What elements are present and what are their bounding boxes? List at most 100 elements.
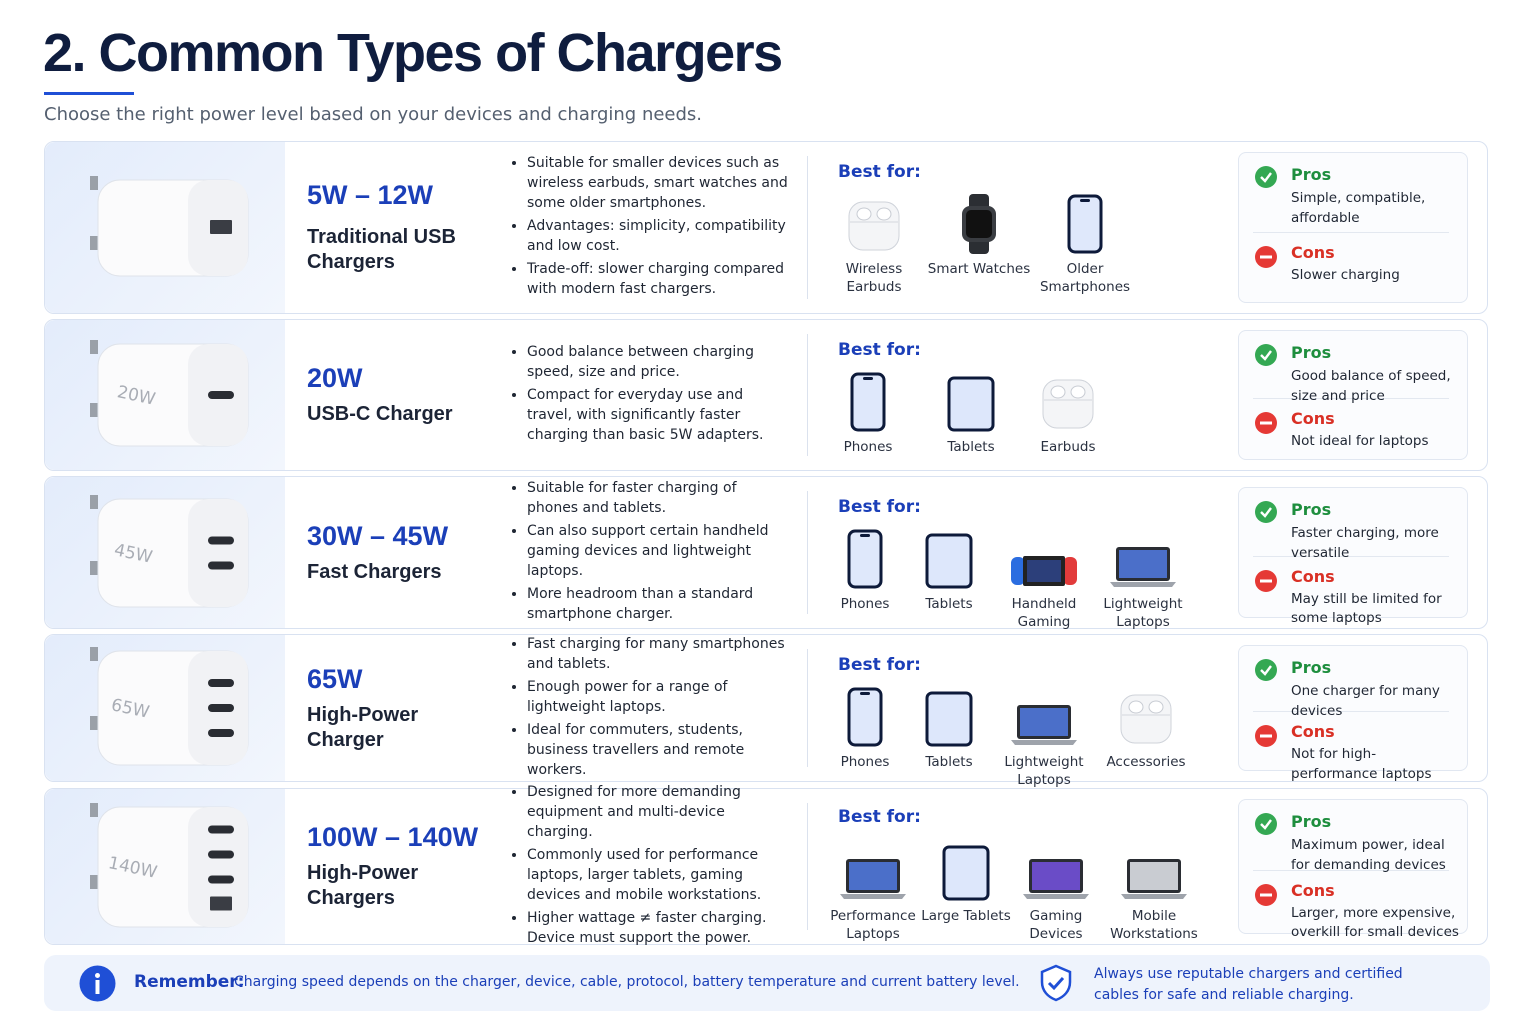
check-icon: [1255, 166, 1277, 188]
device-label: Wireless Earbuds: [845, 261, 903, 295]
pros-label: Pros: [1291, 343, 1332, 362]
device-icon: [850, 372, 886, 432]
pros-cons-icon: [1255, 166, 1277, 188]
charger-image: [90, 494, 249, 607]
pros-cons: Pros Maximum power, ideal for demanding d…: [1238, 799, 1468, 940]
device: Gaming Devices: [1004, 839, 1108, 942]
cons-text: Slower charging: [1291, 267, 1400, 283]
image-panel: 140W: [45, 789, 285, 944]
device-label: Mobile Workstations: [1110, 908, 1198, 942]
device: Mobile Workstations: [1102, 839, 1206, 942]
device-icon-wrap: [1094, 685, 1198, 747]
device-label: Phones: [840, 596, 890, 612]
pros-divider: [1253, 711, 1449, 712]
charger-image: [90, 647, 249, 766]
cons-text: Not ideal for laptops: [1291, 433, 1429, 449]
pros-cons-icon: [1255, 725, 1277, 747]
device: Earbuds: [1016, 370, 1120, 466]
cons-text: May still be limited for some laptops: [1291, 590, 1442, 627]
image-panel: [45, 142, 285, 313]
device-label: Tablets: [947, 439, 995, 455]
pros-divider: [1253, 555, 1449, 557]
device-icon-wrap: [927, 192, 1031, 254]
charger-title-block: 5W – 12W Traditional USB Chargers: [307, 142, 482, 313]
footer: Remember: Charging speed depends on the …: [44, 955, 1490, 1011]
charger-title-block: 100W – 140W High-Power Chargers: [307, 789, 482, 944]
device: Phones: [813, 685, 917, 777]
charger-image: [90, 175, 249, 276]
device-icon: [925, 691, 973, 747]
device-icon: [847, 687, 883, 747]
minus-icon: [1255, 246, 1277, 268]
feature-point: Suitable for smaller devices such as wir…: [527, 153, 792, 213]
best-for-label: Best for:: [838, 340, 921, 360]
device-icon-wrap: [897, 685, 1001, 747]
feature-point: More headroom than a standard smartphone…: [527, 584, 792, 624]
device-icon: [1011, 705, 1077, 745]
device-label: Older Smartphones: [1039, 261, 1131, 295]
best-for-label: Best for:: [838, 497, 921, 517]
check-icon: [1255, 813, 1277, 835]
device-icon-wrap: [821, 839, 925, 901]
device-icon: [947, 376, 995, 432]
device: Phones: [816, 370, 920, 466]
title-underline: [44, 92, 134, 95]
charger-row: 140W 100W – 140W High-Power Chargers Design…: [44, 784, 1488, 948]
pros-text: Good balance of speed, size and price: [1291, 368, 1451, 404]
charger-name: Fast Chargers: [307, 560, 442, 583]
device-icon: [1023, 859, 1089, 899]
cons-label: Cons: [1291, 722, 1335, 741]
device: Accessories: [1094, 685, 1198, 777]
pros-divider: [1253, 398, 1449, 399]
charger-name: High-Power Chargers: [307, 862, 419, 909]
device-icon-wrap: [1091, 527, 1195, 589]
device: Large Tablets: [914, 839, 1018, 940]
charger-name: High-Power Charger: [307, 703, 419, 751]
pros-cons-icon: [1255, 813, 1277, 835]
pros-cons-icon: [1255, 344, 1277, 366]
check-icon: [1255, 659, 1277, 681]
pros-cons: Pros One charger for many devices Cons Not …: [1238, 645, 1468, 782]
feature-point: Designed for more demanding equipment an…: [527, 782, 792, 842]
device-icon: [1011, 556, 1077, 586]
charger-image: [90, 802, 249, 927]
safety-text: Always use reputable chargers and certif…: [1094, 966, 1403, 1003]
device: Older Smartphones: [1033, 192, 1137, 309]
device-icon-wrap: [813, 685, 917, 747]
device-label: Lightweight Laptops: [1103, 596, 1183, 630]
device-icon-wrap: [914, 839, 1018, 901]
cons-label: Cons: [1291, 566, 1335, 586]
feature-point: Fast charging for many smartphones and t…: [527, 634, 792, 674]
pros-cons: Pros Simple, compatible, affordable Cons Sl…: [1238, 152, 1468, 303]
minus-icon: [1255, 725, 1277, 747]
device-label: Lightweight Laptops: [1004, 754, 1084, 788]
device: Tablets: [897, 527, 1001, 624]
device-icon: [1120, 694, 1172, 744]
charger-image: [90, 340, 249, 447]
feature-point: Higher wattage ≠ faster charging. Device…: [527, 908, 792, 948]
image-panel: 45W: [45, 477, 285, 628]
power-range: 100W – 140W: [307, 822, 479, 852]
device-label: Gaming Devices: [1029, 908, 1083, 942]
power-range: 20W: [307, 363, 363, 393]
feature-point: Enough power for a range of lightweight …: [527, 677, 792, 717]
device-icon: [847, 529, 883, 589]
pros-cons-icon: [1255, 659, 1277, 681]
best-for-label: Best for:: [838, 655, 921, 675]
device-label: Earbuds: [1040, 439, 1096, 455]
image-panel: 20W: [45, 320, 285, 470]
check-icon: [1255, 344, 1277, 366]
charger-row: 5W – 12W Traditional USB Chargers Suitable…: [44, 141, 1488, 314]
pros-divider: [1253, 869, 1449, 871]
cons-label: Cons: [1291, 409, 1335, 428]
pros-cons-icon: [1255, 501, 1277, 523]
feature-point: Compact for everyday use and travel, wit…: [527, 385, 792, 445]
column-divider: [807, 491, 808, 614]
device-label: Phones: [843, 439, 893, 455]
device: Wireless Earbuds: [822, 192, 926, 309]
pros-text: One charger for many devices: [1291, 683, 1440, 719]
device: Performance Laptops: [821, 839, 925, 942]
feature-list: Suitable for smaller devices such as wir…: [513, 142, 792, 313]
